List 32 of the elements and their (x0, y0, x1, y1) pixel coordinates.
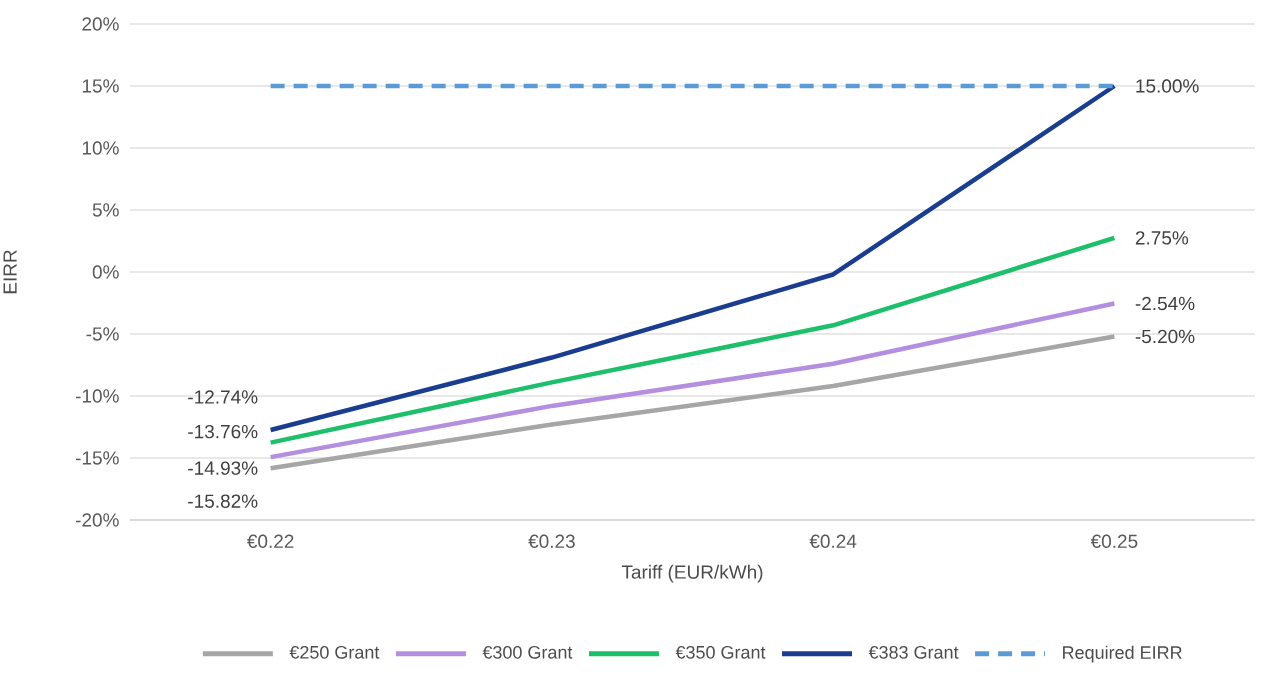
data-label: -5.20% (1135, 329, 1195, 344)
legend-label: €383 Grant (868, 645, 959, 659)
data-label: -14.93% (188, 461, 258, 475)
y-tick-label: -5% (86, 327, 119, 341)
y-tick-label: 20% (82, 17, 119, 31)
line-series (268, 235, 1117, 445)
y-tick-label: 15% (82, 79, 119, 93)
data-label: -12.74% (188, 390, 258, 404)
data-label: 15.00% (1136, 79, 1199, 93)
line-series (268, 83, 1117, 433)
data-label: -13.76% (188, 424, 258, 439)
x-tick-label: €0.23 (528, 534, 575, 548)
x-tick-label: €0.24 (809, 534, 857, 548)
y-tick-label: 0% (92, 265, 119, 279)
legend-label: €300 Grant (482, 645, 573, 659)
data-label: -2.54% (1135, 296, 1195, 311)
y-tick-label: 5% (92, 203, 119, 217)
y-tick-label: -10% (75, 389, 119, 403)
y-axis-title: EIRR (3, 250, 17, 294)
y-tick-label: -20% (75, 513, 119, 527)
x-axis-title: Tariff (EUR/kWh) (621, 564, 763, 583)
y-tick-label: 10% (82, 141, 119, 155)
y-tick-label: -15% (75, 451, 119, 465)
x-tick-label: €0.25 (1090, 534, 1138, 548)
legend-label: €250 Grant (289, 645, 380, 659)
legend-label: €350 Grant (675, 645, 766, 659)
line-series (268, 334, 1117, 471)
legend-label: Required EIRR (1063, 645, 1182, 663)
x-tick-label: €0.22 (247, 534, 294, 548)
data-label: -15.82% (188, 494, 258, 508)
data-label: 2.75% (1135, 231, 1189, 245)
line-series (268, 301, 1117, 460)
